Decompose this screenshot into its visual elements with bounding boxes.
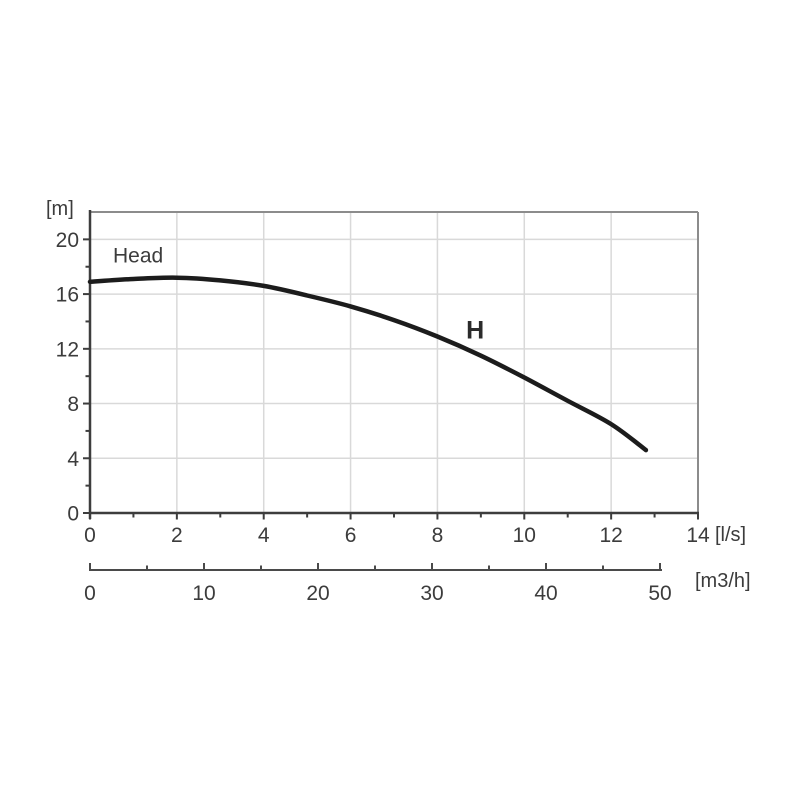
- x-axis-unit-label: [l/s]: [715, 524, 746, 546]
- head-curve: [87, 275, 649, 453]
- secondary-axis-tick-label: 50: [648, 582, 671, 605]
- y-axis-tick-label: 8: [67, 393, 79, 416]
- y-axis-tick-label: 20: [56, 229, 79, 252]
- y-axis-tick-label: 4: [67, 448, 79, 471]
- x-axis-tick-label: 6: [345, 524, 357, 547]
- gridlines: [90, 212, 698, 513]
- x-axis-tick-label: 14: [686, 524, 710, 547]
- curve-label-head: Head: [113, 245, 163, 268]
- x-axis-tick-label: 2: [171, 524, 183, 547]
- secondary-x-axis: [89, 563, 662, 571]
- x-axis-tick-label: 12: [599, 524, 622, 547]
- y-axis-unit-label: [m]: [46, 198, 74, 220]
- y-axis-tick-label: 0: [67, 503, 79, 526]
- secondary-axis-tick-label: 20: [306, 582, 329, 605]
- y-axis-tick-label: 12: [56, 338, 79, 361]
- secondary-axis-tick-label: 40: [534, 582, 557, 605]
- secondary-axis-unit-label: [m3/h]: [695, 570, 751, 592]
- curve-label-H: H: [466, 317, 484, 345]
- secondary-axis-tick-label: 0: [84, 582, 96, 605]
- y-axis-tick-label: 16: [56, 284, 79, 307]
- x-axis-tick-label: 0: [84, 524, 96, 547]
- x-axis-tick-label: 10: [513, 524, 536, 547]
- secondary-axis-tick-label: 10: [192, 582, 215, 605]
- x-axis-tick-label: 8: [432, 524, 444, 547]
- x-axis-tick-label: 4: [258, 524, 270, 547]
- secondary-axis-tick-label: 30: [420, 582, 443, 605]
